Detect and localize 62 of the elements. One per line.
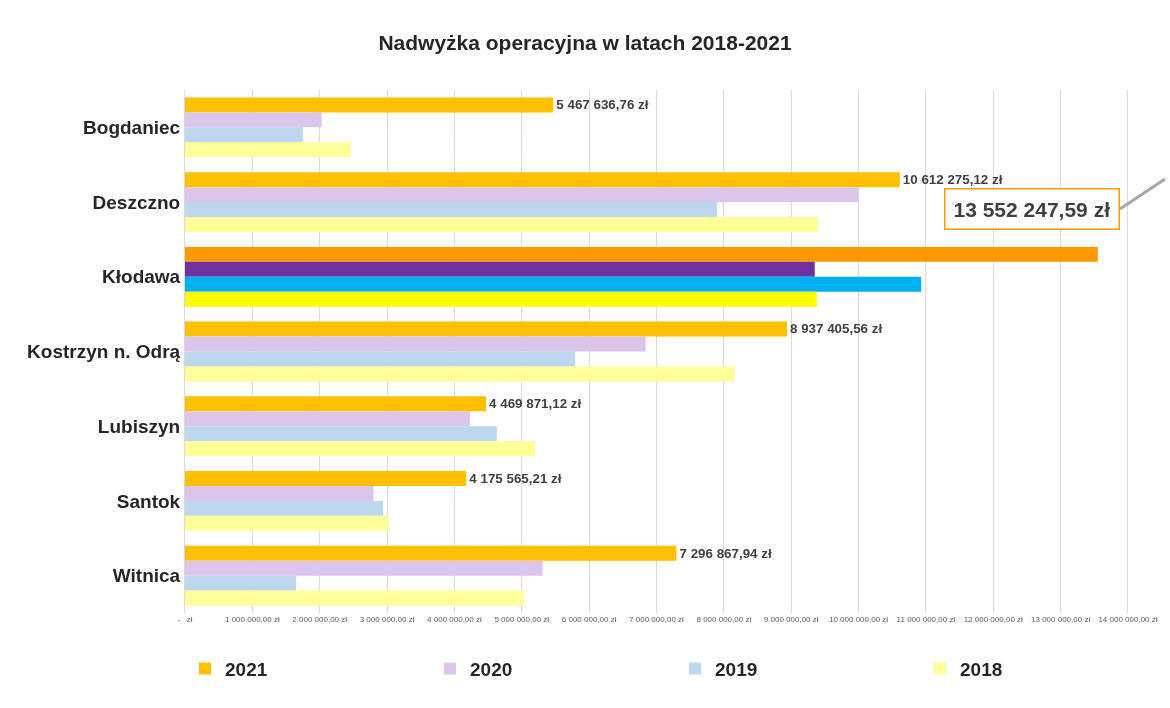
data-label: 10 612 275,12 zł — [902, 171, 1003, 187]
bar — [185, 97, 554, 113]
legend-label: 2018 — [960, 658, 1003, 680]
bar — [185, 366, 735, 382]
annotation: 13 552 247,59 zł — [953, 197, 1111, 221]
bar — [185, 545, 677, 561]
chart-title: Nadwyżka operacyjna w latach 2018-2021 — [378, 31, 792, 55]
bar — [185, 142, 351, 158]
bar — [185, 485, 374, 501]
legend-label: 2020 — [470, 658, 513, 680]
bar — [185, 172, 900, 188]
bar — [185, 127, 303, 143]
x-tick-label: 10 000 000,00 zł — [828, 615, 889, 624]
bar — [185, 515, 390, 531]
x-tick-label: 6 000 000,00 zł — [561, 615, 617, 624]
data-label: 4 469 871,12 zł — [489, 396, 582, 412]
data-label: 7 296 867,94 zł — [679, 545, 772, 561]
y-tick-label: Bogdaniec — [83, 117, 181, 139]
x-tick-label: 1 000 000,00 zł — [224, 615, 280, 624]
x-tick-label: - zł — [177, 615, 193, 624]
x-tick-label: 2 000 000,00 zł — [292, 615, 348, 624]
bar — [185, 276, 922, 292]
y-tick-label: Santok — [116, 490, 181, 512]
y-tick-label: Witnica — [112, 565, 181, 587]
y-tick-label: Kostrzyn n. Odrą — [27, 341, 181, 363]
bar — [185, 261, 815, 277]
bar — [185, 187, 859, 203]
x-tick-label: 5 000 000,00 zł — [494, 615, 550, 624]
x-tick-label: 11 000 000,00 zł — [896, 615, 956, 624]
x-tick-label: 9 000 000,00 zł — [763, 615, 819, 624]
x-tick-label: 8 000 000,00 zł — [696, 615, 752, 624]
legend-label: 2021 — [225, 658, 268, 680]
y-tick-label: Kłodawa — [102, 266, 181, 288]
data-label: 5 467 636,76 zł — [556, 97, 649, 113]
x-tick-label: 3 000 000,00 zł — [359, 615, 415, 624]
x-tick-label: 13 000 000,00 zł — [1031, 615, 1091, 624]
bar — [185, 217, 819, 232]
bar — [185, 500, 384, 516]
bar — [185, 560, 543, 576]
data-label: 8 937 405,56 zł — [790, 321, 883, 337]
data-label: 4 175 565,21 zł — [469, 470, 562, 486]
y-tick-label: Lubiszyn — [97, 415, 181, 437]
bar — [185, 351, 575, 367]
bar — [185, 426, 497, 442]
bar — [185, 471, 467, 486]
bar — [185, 291, 817, 307]
bar — [185, 321, 787, 337]
x-tick-label: 12 000 000,00 zł — [963, 615, 1024, 624]
y-tick-label: Deszczno — [92, 191, 181, 213]
bar — [185, 411, 470, 427]
bar — [185, 590, 524, 606]
bar — [185, 112, 322, 128]
bar — [185, 396, 487, 412]
x-tick-label: 4 000 000,00 zł — [427, 615, 482, 624]
legend-label: 2019 — [715, 658, 758, 680]
bar — [185, 246, 1098, 262]
bar — [185, 575, 297, 591]
bar — [185, 336, 646, 352]
bar — [185, 441, 536, 457]
bar — [185, 202, 718, 218]
x-tick-label: 14 000 000,00 zł — [1098, 615, 1158, 624]
x-tick-label: 7 000 000,00 zł — [629, 615, 685, 624]
